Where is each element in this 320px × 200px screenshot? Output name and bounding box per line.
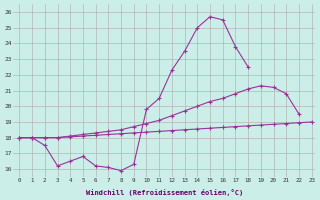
X-axis label: Windchill (Refroidissement éolien,°C): Windchill (Refroidissement éolien,°C) bbox=[86, 189, 243, 196]
